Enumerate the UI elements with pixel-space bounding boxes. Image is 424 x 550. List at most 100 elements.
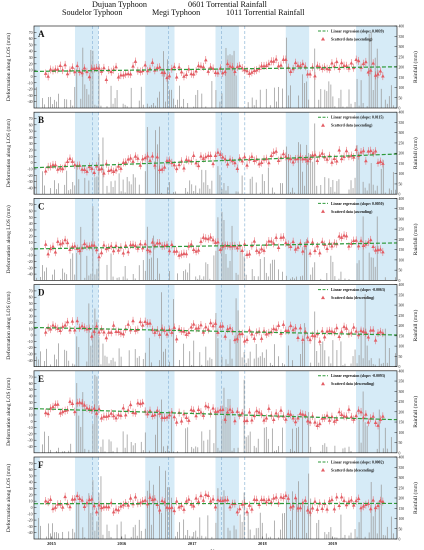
rainfall-bar [197,90,199,108]
data-point [330,329,334,333]
data-point [73,328,77,332]
right-tick-label: 50 [399,527,403,531]
data-point [80,167,84,171]
data-point [267,406,271,410]
legend-regression-label: Linear regression (slope: 0.0002) [331,460,384,464]
rainfall-bar [110,253,112,281]
right-tick-label: 200 [399,238,405,242]
data-point [48,67,53,71]
rainfall-bar [207,264,209,281]
rainfall-bar [155,105,156,108]
rainfall-bar [255,99,257,108]
data-point [220,407,225,412]
rainfall-bar [306,81,308,108]
right-tick-label: 50 [399,441,403,445]
rainfall-bar [380,168,382,195]
rainfall-bar [134,278,136,281]
left-tick-label: 10 [29,500,33,504]
data-point [189,71,194,76]
rainfall-bar [80,226,82,281]
left-tick-label: -10 [27,426,32,430]
data-point [182,166,186,170]
rainfall-bar [68,360,70,367]
data-point [259,63,264,68]
rainfall-bar [358,419,360,453]
left-tick-label: 40 [29,50,33,54]
rainfall-bar [302,74,304,108]
rainfall-bar [318,519,320,539]
rainfall-bar [253,105,255,108]
rainfall-bar [320,185,322,195]
rainfall-bar [146,127,148,195]
left-axis-label: Deformation along LOS (mm) [5,33,12,101]
rainfall-bar [360,442,362,453]
rainfall-bar [225,407,227,453]
left-tick-label: 30 [29,228,33,232]
rainfall-bar [376,533,378,539]
rainfall-bar [148,106,150,108]
data-point [65,240,70,245]
rainfall-bar [183,343,185,367]
rainfall-bar [60,278,62,281]
rainfall-bar [306,144,308,195]
rainfall-bar [243,492,245,539]
rainfall-bar [340,514,342,539]
rainfall-bar [338,179,340,195]
data-point [269,59,274,63]
data-point [305,72,310,76]
data-point [381,499,385,503]
rainfall-bar [161,512,162,539]
rainfall-bar [225,190,227,195]
data-point [85,69,89,74]
data-point [308,510,312,514]
rainfall-bar [328,178,330,195]
rainfall-bar [201,535,203,539]
rainfall-bar [217,447,219,453]
data-point [102,243,106,247]
data-point [291,160,295,164]
rainfall-bar [221,93,223,108]
rainfall-bar [179,522,180,539]
data-point [308,251,312,255]
rainfall-bar [282,363,283,367]
right-tick-label: 150 [399,76,405,80]
data-point [211,161,215,166]
data-point [104,504,109,509]
data-point [252,497,257,501]
rainfall-bar [132,274,134,281]
data-point [320,329,325,333]
shaded-period [215,457,239,539]
rainfall-bar [271,428,273,453]
rainfall-bar [110,441,112,453]
rainfall-bar [340,89,342,108]
data-point [293,60,298,65]
data-point [153,412,157,417]
data-point [174,420,179,424]
rainfall-bar [362,103,364,108]
rainfall-bar [221,418,223,453]
data-point [94,65,99,70]
legend-scatter-label: Scatterd data (descending) [331,382,375,386]
left-tick-label: 10 [29,241,33,245]
left-tick-label: 70 [29,31,33,35]
data-point [182,251,186,255]
rainfall-bar [38,517,39,539]
data-point [242,418,247,423]
rainfall-bar [122,103,124,108]
data-point [242,339,247,343]
shaded-period [34,370,40,453]
data-point [162,328,167,332]
data-point [264,416,269,420]
data-point [43,71,48,75]
rainfall-bar [318,362,320,367]
rainfall-bar [183,271,185,281]
data-point [298,63,303,68]
data-point [252,336,257,340]
rainfall-bar [90,49,92,108]
data-point [119,413,123,417]
data-point [259,160,264,165]
data-point [240,248,244,252]
rainfall-bar [219,101,221,108]
rainfall-bar [217,166,219,195]
rainfall-bar [142,358,144,367]
